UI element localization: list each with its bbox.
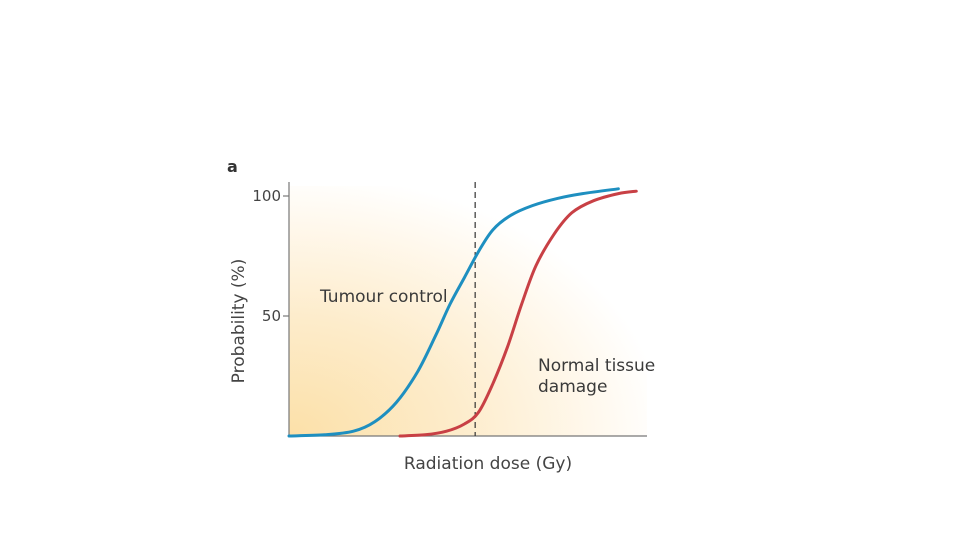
axes: 50 100 Radiation dose (Gy) Probability (%) [229, 182, 647, 474]
plot-background [289, 186, 647, 436]
label-line: damage [538, 377, 607, 397]
x-axis-title: Radiation dose (Gy) [404, 454, 572, 474]
y-tick-label: 100 [252, 187, 281, 205]
y-axis-title: Probability (%) [229, 259, 249, 384]
panel-letter: a [227, 157, 238, 176]
normal-tissue-damage-curve [398, 189, 638, 438]
tumour-control-label: Tumour control [319, 287, 448, 307]
label-group: Tumour control Normal tissue damage [319, 287, 655, 397]
normal-tissue-damage-label: Normal tissue damage [538, 356, 655, 397]
figure-panel: a 50 100 Radiation dose (Gy) Probability (%… [220, 150, 740, 486]
label-line: Normal tissue [538, 356, 655, 376]
tumour-control-curve [287, 187, 620, 438]
series-group [287, 187, 638, 438]
chart: a 50 100 Radiation dose (Gy) Probability (%… [227, 157, 655, 474]
y-tick-label: 50 [262, 307, 281, 325]
